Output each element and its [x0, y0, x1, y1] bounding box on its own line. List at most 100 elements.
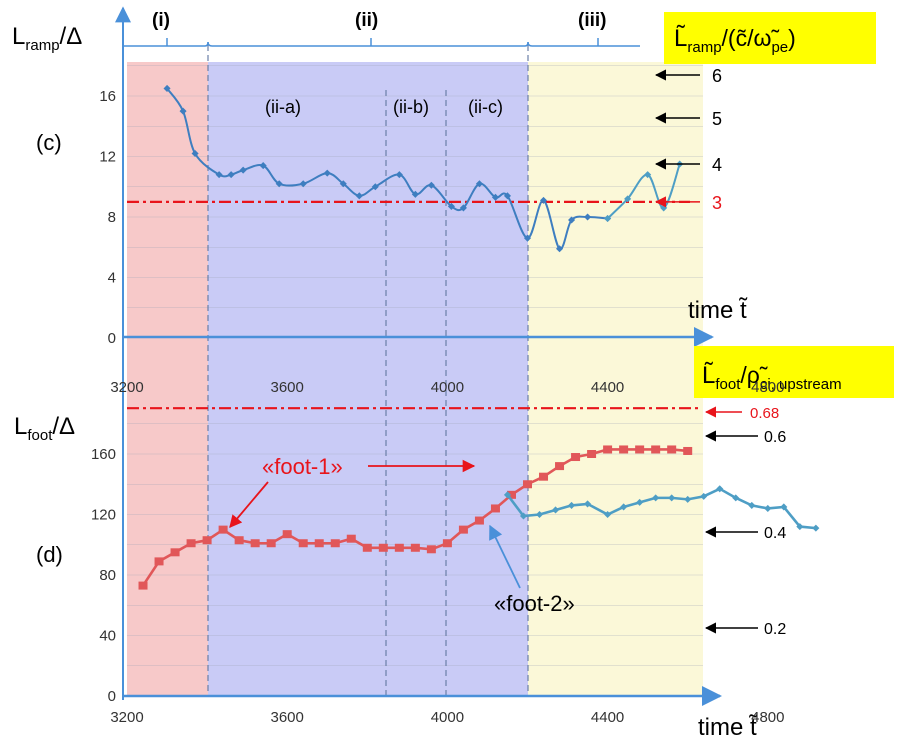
- foot1-series-point-6: [234, 536, 244, 545]
- ramp-series-1-point-1: [179, 107, 187, 115]
- foot2-series-point-0: [503, 491, 512, 499]
- foot1-series-point-11: [314, 539, 324, 548]
- foot2-arrow: [489, 524, 521, 589]
- threshold-lines: [127, 200, 700, 410]
- right-tick-c-label-3: 3: [712, 193, 722, 213]
- ramp-series-2-point-1: [624, 195, 632, 203]
- foot2-series-point-17: [780, 503, 788, 511]
- foot2-series-point-19: [812, 524, 820, 532]
- foot1-series-point-31: [635, 445, 645, 454]
- foot2-series-point-14: [732, 494, 740, 502]
- foot2-series-point-2: [535, 510, 544, 519]
- foot1-series-point-23: [506, 490, 516, 499]
- ytick-d-160: 160: [91, 446, 116, 463]
- foot1-series-point-4: [202, 536, 212, 545]
- right-tick-d-label-0: 0.68: [750, 405, 779, 422]
- right-label-top-highlight: [664, 12, 876, 64]
- foot2-series-point-10: [668, 494, 676, 502]
- xtick-d-3200: 3200: [110, 709, 143, 726]
- ramp-series-2-point-2: [644, 171, 652, 179]
- foot1-series-point-5: [218, 525, 228, 534]
- foot2-series-point-4: [568, 501, 576, 509]
- foot1-series-point-3: [186, 539, 196, 548]
- ramp-series-1-point-10: [339, 180, 347, 188]
- foot2-series-point-16: [764, 504, 772, 512]
- foot1-series-point-0: [138, 581, 148, 590]
- time-label-panel-d: time t̃: [698, 714, 758, 741]
- foot2-series-point-13: [716, 485, 724, 493]
- series-layer: [138, 84, 820, 590]
- xtick-c-4800: 4800: [751, 379, 784, 396]
- ytick-d-120: 120: [91, 507, 116, 524]
- foot1-series-point-13: [346, 534, 356, 543]
- region-bracket: [123, 38, 640, 47]
- ramp-series-1-point-22: [539, 196, 548, 204]
- xtick-c-3200: 3200: [110, 379, 143, 396]
- ramp-series-1-point-7: [275, 180, 283, 188]
- foot2-series: [503, 485, 820, 532]
- xtick-c-3600: 3600: [271, 379, 304, 396]
- ramp-series-1-point-24: [568, 216, 576, 224]
- ytick-c-4: 4: [108, 270, 116, 287]
- ytick-d-40: 40: [99, 628, 116, 645]
- xtick-d-4800: 4800: [751, 709, 784, 726]
- right-tick-c-label-1: 5: [712, 109, 722, 129]
- foot1-series-point-2: [170, 548, 180, 557]
- ytick-c-16: 16: [99, 88, 116, 105]
- right-tick-c-label-0: 6: [712, 66, 722, 86]
- xtick-d-4000: 4000: [431, 709, 464, 726]
- ramp-series-1-point-19: [491, 193, 499, 201]
- ytick-d-80: 80: [99, 567, 116, 584]
- foot1-series-point-30: [619, 445, 629, 454]
- foot2-series-point-6: [604, 510, 612, 519]
- right-tick-d-label-3: 0.2: [764, 621, 786, 638]
- time-label-panel-c: time t̃: [688, 297, 748, 324]
- right-tick-d-label-2: 0.4: [764, 525, 786, 542]
- grid-panel-d: [127, 423, 703, 667]
- ramp-series-1-point-16: [447, 202, 455, 210]
- foot1-series-point-16: [394, 543, 404, 552]
- region-label-i: (i): [152, 10, 170, 31]
- foot1-series-point-26: [555, 462, 565, 471]
- region-label-iii: (iii): [578, 10, 607, 31]
- ramp-series-1-point-5: [239, 166, 247, 174]
- right-tick-c-label-2: 4: [712, 155, 722, 175]
- subregion-label-iia: (ii-a): [265, 97, 301, 117]
- right-label-ramp: L̃ramp/(c̃/ω̃pe): [674, 25, 796, 56]
- band-region-i: [127, 62, 208, 696]
- ramp-series-1-point-15: [427, 181, 435, 189]
- foot1-series-point-10: [298, 539, 308, 548]
- ramp-series-1-point-17: [459, 204, 467, 212]
- region-label-ii: (ii): [355, 10, 378, 31]
- ramp-series-1: [163, 84, 612, 253]
- ramp-series-1-point-23: [556, 245, 564, 253]
- ramp-series-1-point-18: [475, 180, 483, 188]
- foot1-series-point-19: [442, 539, 452, 548]
- foot1-series-point-15: [378, 543, 388, 552]
- ytick-d-0: 0: [108, 688, 116, 705]
- foot1-series-point-28: [587, 450, 597, 458]
- foot2-series-point-15: [748, 501, 756, 509]
- foot1-series-point-14: [362, 543, 372, 552]
- foot1-series-point-27: [571, 453, 581, 462]
- foot1-series-point-25: [539, 472, 549, 481]
- ramp-series-1-point-13: [395, 171, 403, 179]
- foot2-series-point-5: [584, 500, 592, 508]
- band-region-ii: [208, 62, 528, 696]
- subregion-label-iib: (ii-b): [393, 97, 429, 117]
- ramp-series-1-point-21: [523, 234, 532, 242]
- xtick-c-4000: 4000: [431, 379, 464, 396]
- foot2-series-point-11: [684, 495, 692, 503]
- ylabel-ramp: Lramp/Δ: [12, 23, 82, 54]
- foot2-series-point-7: [620, 503, 628, 511]
- ramp-series-1-point-0: [163, 84, 171, 92]
- foot2-series-point-8: [636, 498, 644, 506]
- ytick-c-8: 8: [108, 209, 116, 226]
- foot1-series-point-32: [651, 445, 661, 454]
- foot1-label: «foot-1»: [262, 454, 343, 479]
- ramp-series-1-point-3: [215, 171, 223, 179]
- panel-label-c: (c): [36, 130, 62, 155]
- right-axis-marks: 6 5 4 3 0.68 0.6 0.4 0.2: [654, 66, 786, 638]
